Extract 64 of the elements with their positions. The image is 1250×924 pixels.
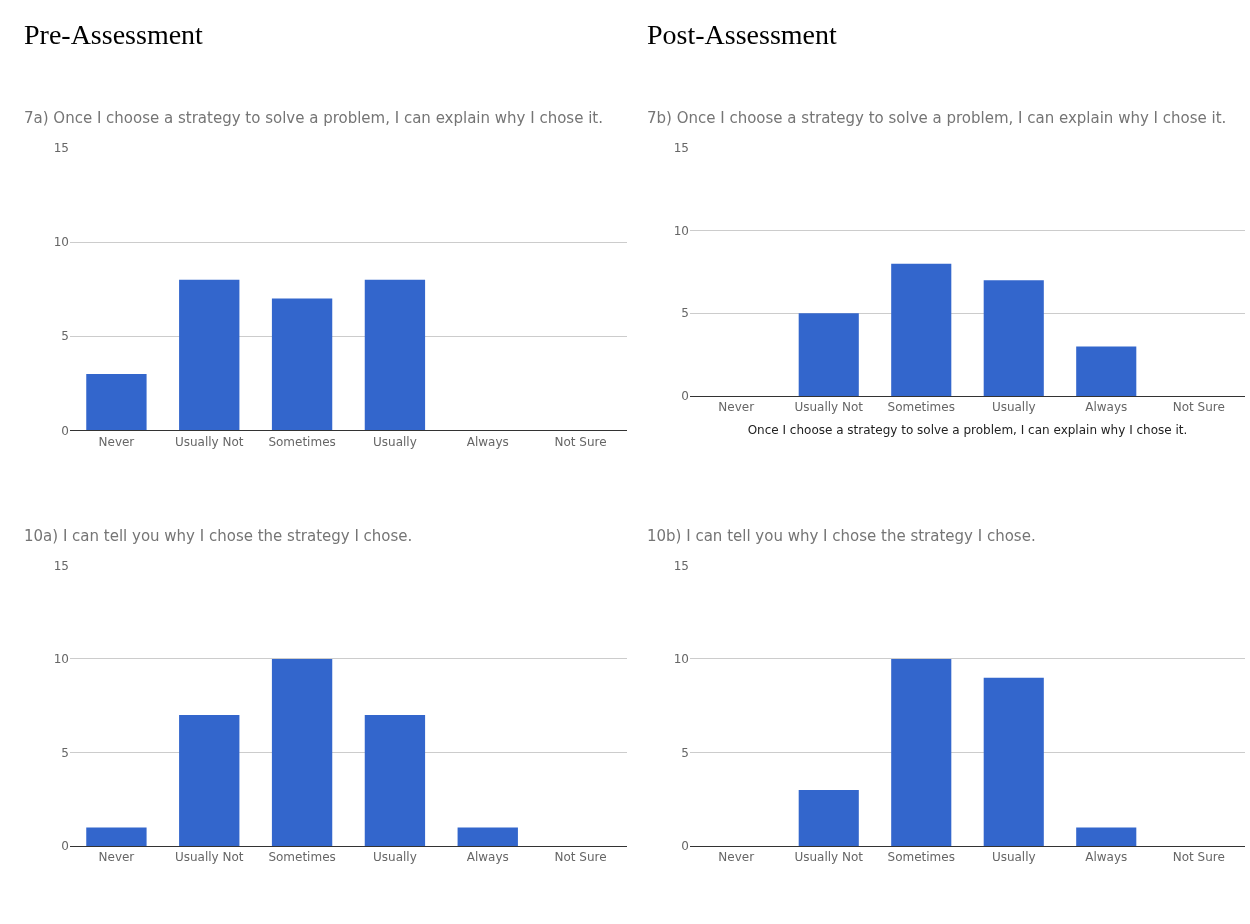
- y-tick-label: 10: [53, 652, 69, 667]
- bar: [179, 279, 240, 431]
- y-tick-label: 5: [61, 745, 69, 760]
- y-tick-label: 5: [681, 306, 689, 321]
- bar: [798, 313, 859, 397]
- chart-title: 10b) I can tell you why I chose the strategy I chose.: [647, 527, 1036, 545]
- x-tick-label: Usually: [373, 850, 417, 865]
- bar: [891, 263, 952, 397]
- x-tick-label: Not Sure: [1172, 850, 1225, 865]
- x-tick-label: Sometimes: [887, 400, 955, 415]
- x-tick-label: Sometimes: [268, 434, 336, 449]
- bar: [798, 789, 859, 847]
- y-tick-label: 0: [681, 389, 689, 404]
- x-tick-label: Never: [98, 850, 135, 865]
- y-tick-label: 5: [61, 329, 69, 344]
- bar: [891, 658, 952, 847]
- chart-title: 7b) Once I choose a strategy to solve a problem, I can explain why I chose it.: [647, 109, 1227, 127]
- x-tick-label: Usually Not: [794, 400, 864, 415]
- bar: [364, 279, 426, 431]
- x-tick-label: Never: [718, 400, 755, 415]
- bar: [86, 827, 147, 847]
- bar: [1076, 827, 1137, 847]
- x-tick-label: Not Sure: [554, 850, 607, 865]
- y-tick-label: 0: [61, 839, 69, 854]
- x-tick-label: Usually Not: [174, 434, 244, 449]
- y-tick-label: 5: [681, 745, 689, 760]
- bar: [271, 658, 333, 847]
- x-tick-label: Always: [466, 434, 509, 449]
- y-tick-label: 0: [681, 839, 689, 854]
- y-tick-label: 15: [673, 141, 689, 156]
- x-tick-label: Sometimes: [268, 850, 336, 865]
- bar: [271, 298, 333, 431]
- x-tick-label: Sometimes: [887, 850, 955, 865]
- bar: [364, 715, 426, 847]
- y-tick-label: 10: [53, 235, 69, 250]
- x-tick-label: Not Sure: [554, 434, 607, 449]
- y-tick-label: 15: [53, 141, 69, 156]
- x-tick-label: Always: [1085, 400, 1128, 415]
- x-tick-label: Always: [466, 850, 509, 865]
- y-tick-label: 0: [61, 423, 69, 438]
- x-axis-title: Once I choose a strategy to solve a problem, I can explain why I chose it.: [747, 423, 1188, 438]
- text: Post-Assessment: [647, 19, 838, 50]
- bar: [457, 827, 518, 847]
- y-tick-label: 10: [673, 652, 689, 667]
- bar: [86, 373, 147, 431]
- x-tick-label: Never: [718, 850, 755, 865]
- x-tick-label: Not Sure: [1172, 400, 1225, 415]
- chart-title: 7a) Once I choose a strategy to solve a problem, I can explain why I chose it.: [24, 109, 603, 127]
- text: Pre-Assessment: [24, 19, 204, 50]
- bar: [1076, 346, 1137, 397]
- x-tick-label: Usually Not: [794, 850, 864, 865]
- y-tick-label: 15: [53, 558, 69, 573]
- y-tick-label: 10: [673, 223, 689, 238]
- bar: [983, 677, 1044, 847]
- x-tick-label: Never: [98, 434, 135, 449]
- bar: [983, 280, 1044, 397]
- y-tick-label: 15: [673, 558, 689, 573]
- x-tick-label: Usually: [991, 850, 1036, 865]
- x-tick-label: Always: [1085, 850, 1128, 865]
- chart-title: 10a) I can tell you why I chose the strategy I chose.: [24, 527, 413, 545]
- x-tick-label: Usually Not: [174, 850, 244, 865]
- bar: [179, 715, 240, 847]
- x-tick-label: Usually: [373, 434, 417, 449]
- x-tick-label: Usually: [991, 400, 1036, 415]
